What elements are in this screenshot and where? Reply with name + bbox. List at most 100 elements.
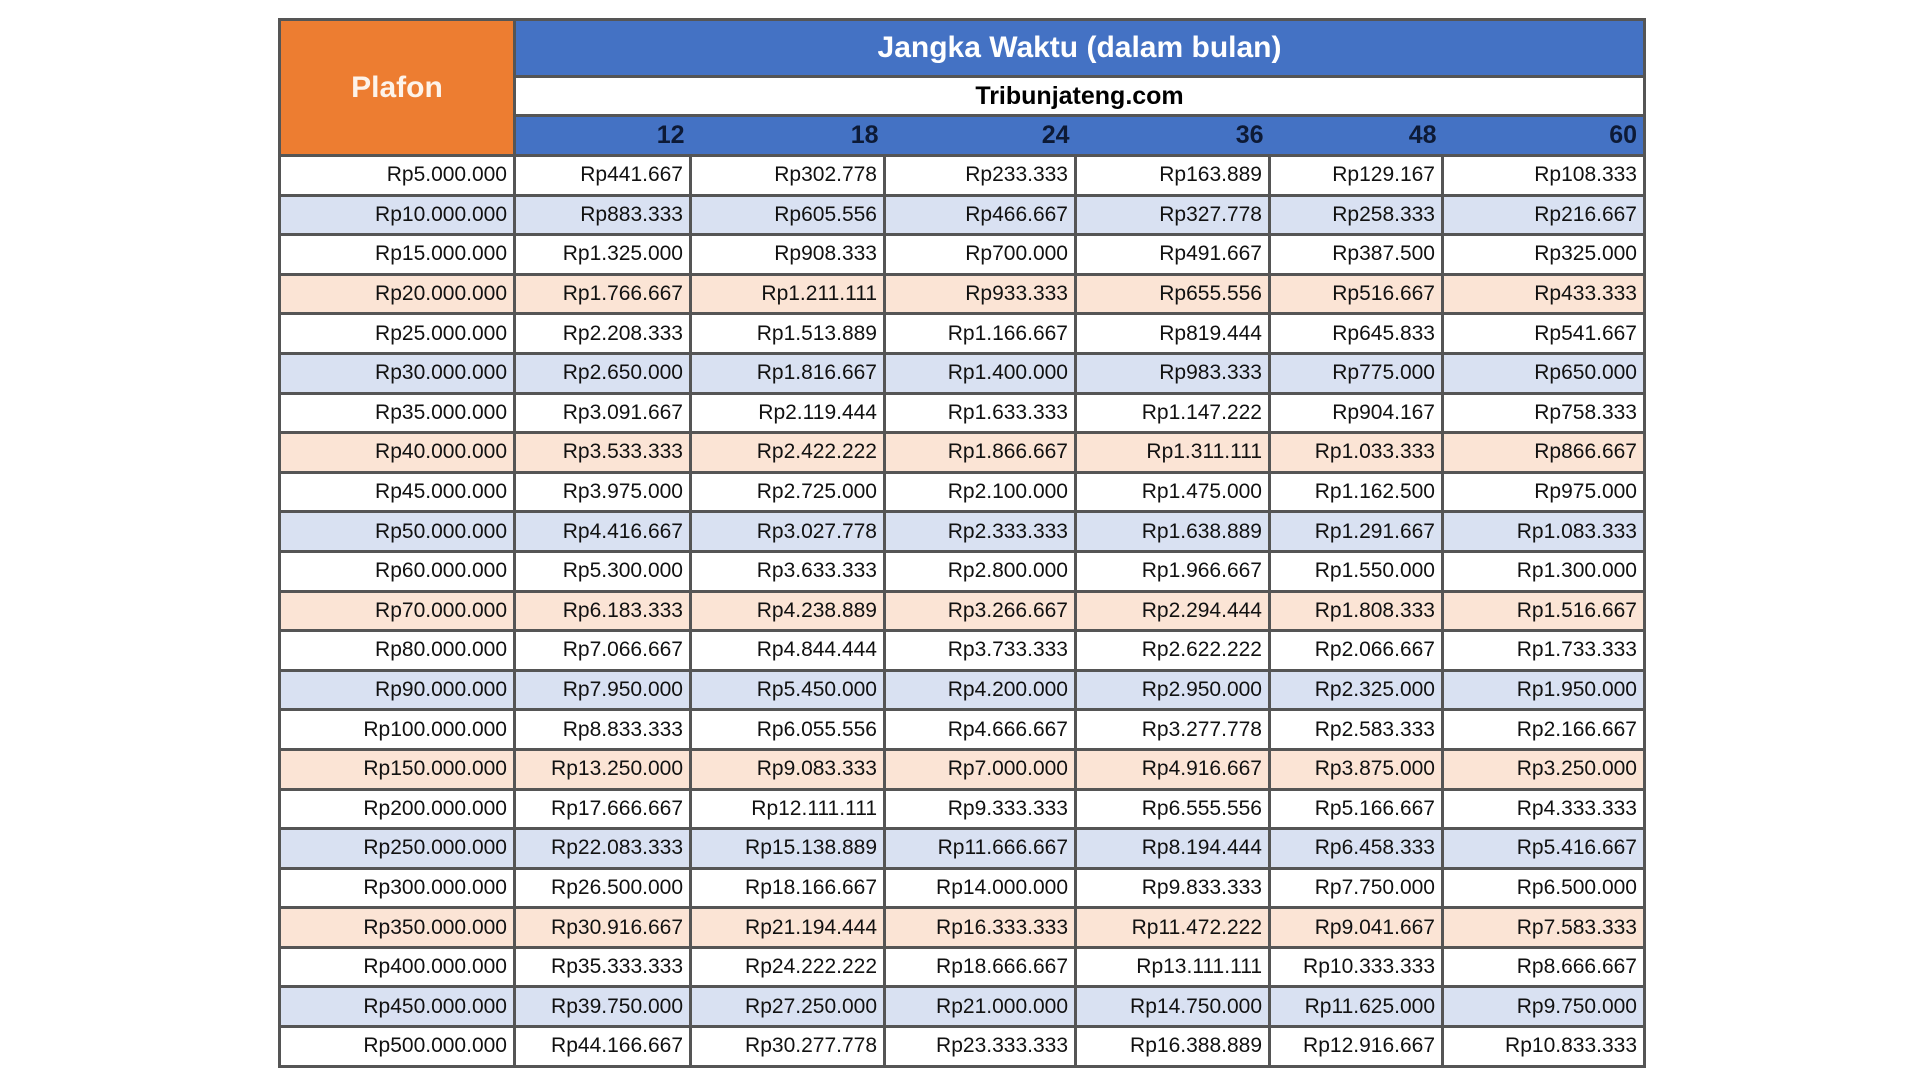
installment-cell-18: Rp2.119.444	[689, 391, 886, 435]
installment-cell-60: Rp1.300.000	[1441, 549, 1646, 593]
plafon-cell: Rp20.000.000	[278, 272, 516, 316]
installment-cell-24: Rp1.633.333	[883, 391, 1077, 435]
installment-cell-36: Rp1.311.111	[1074, 431, 1271, 474]
installment-cell-60: Rp5.416.667	[1441, 827, 1646, 870]
installment-cell-18: Rp4.844.444	[689, 629, 886, 672]
term-title-header: Jangka Waktu (dalam bulan)	[513, 18, 1646, 78]
installment-cell-24: Rp700.000	[883, 233, 1077, 276]
installment-cell-36: Rp14.750.000	[1074, 985, 1271, 1029]
plafon-cell: Rp15.000.000	[278, 233, 516, 276]
installment-cell-36: Rp11.472.222	[1074, 906, 1271, 949]
installment-cell-48: Rp1.808.333	[1268, 589, 1444, 633]
installment-cell-36: Rp6.555.556	[1074, 787, 1271, 831]
installment-cell-18: Rp12.111.111	[689, 787, 886, 831]
installment-cell-24: Rp14.000.000	[883, 866, 1077, 910]
plafon-header: Plafon	[278, 18, 516, 157]
plafon-cell: Rp200.000.000	[278, 787, 516, 831]
installment-cell-24: Rp23.333.333	[883, 1025, 1077, 1068]
installment-cell-36: Rp655.556	[1074, 272, 1271, 316]
term-header-12: 12	[514, 114, 691, 157]
installment-cell-12: Rp17.666.667	[513, 787, 692, 831]
installment-cell-18: Rp9.083.333	[689, 747, 886, 791]
installment-cell-12: Rp2.650.000	[513, 351, 692, 395]
installment-cell-18: Rp3.633.333	[689, 549, 886, 593]
installment-cell-24: Rp9.333.333	[883, 787, 1077, 831]
installment-cell-36: Rp2.294.444	[1074, 589, 1271, 633]
installment-cell-60: Rp3.250.000	[1441, 747, 1646, 791]
installment-cell-24: Rp2.800.000	[883, 549, 1077, 593]
plafon-cell: Rp90.000.000	[278, 668, 516, 712]
installment-cell-24: Rp2.100.000	[883, 470, 1077, 514]
installment-cell-36: Rp9.833.333	[1074, 866, 1271, 910]
installment-cell-48: Rp775.000	[1268, 351, 1444, 395]
installment-cell-48: Rp3.875.000	[1268, 747, 1444, 791]
installment-cell-36: Rp16.388.889	[1074, 1025, 1271, 1068]
table-row: Rp35.000.000 Rp3.091.667 Rp2.119.444 Rp1.63…	[278, 391, 1646, 435]
installment-cell-48: Rp2.583.333	[1268, 708, 1444, 751]
plafon-cell: Rp150.000.000	[278, 747, 516, 791]
installment-cell-48: Rp1.033.333	[1268, 431, 1444, 474]
term-header-60: 60	[1442, 114, 1645, 157]
installment-cell-24: Rp3.266.667	[883, 589, 1077, 633]
table-row: Rp250.000.000 Rp22.083.333 Rp15.138.889 Rp1…	[278, 827, 1646, 870]
table-row: Rp90.000.000 Rp7.950.000 Rp5.450.000 Rp4.20…	[278, 668, 1646, 712]
plafon-cell: Rp60.000.000	[278, 549, 516, 593]
installment-cell-18: Rp15.138.889	[689, 827, 886, 870]
installment-cell-18: Rp1.513.889	[689, 312, 886, 355]
installment-cell-48: Rp10.333.333	[1268, 945, 1444, 989]
installment-cell-60: Rp1.083.333	[1441, 510, 1646, 553]
table-row: Rp400.000.000 Rp35.333.333 Rp24.222.222 Rp1…	[278, 945, 1646, 989]
installment-cell-24: Rp18.666.667	[883, 945, 1077, 989]
installment-cell-12: Rp8.833.333	[513, 708, 692, 751]
installment-cell-60: Rp650.000	[1441, 351, 1646, 395]
installment-cell-24: Rp4.200.000	[883, 668, 1077, 712]
installment-cell-48: Rp1.550.000	[1268, 549, 1444, 593]
installment-cell-12: Rp3.091.667	[513, 391, 692, 435]
installment-cell-36: Rp1.147.222	[1074, 391, 1271, 435]
installment-cell-36: Rp819.444	[1074, 312, 1271, 355]
installment-cell-12: Rp39.750.000	[513, 985, 692, 1029]
plafon-cell: Rp45.000.000	[278, 470, 516, 514]
table-row: Rp200.000.000 Rp17.666.667 Rp12.111.111 Rp9…	[278, 787, 1646, 831]
installment-cell-24: Rp16.333.333	[883, 906, 1077, 949]
plafon-cell: Rp80.000.000	[278, 629, 516, 672]
installment-cell-48: Rp2.066.667	[1268, 629, 1444, 672]
installment-cell-18: Rp302.778	[689, 154, 886, 197]
installment-cell-60: Rp6.500.000	[1441, 866, 1646, 910]
installment-cell-60: Rp541.667	[1441, 312, 1646, 355]
table-row: Rp100.000.000 Rp8.833.333 Rp6.055.556 Rp4.6…	[278, 708, 1646, 751]
installment-cell-36: Rp8.194.444	[1074, 827, 1271, 870]
installment-cell-18: Rp24.222.222	[689, 945, 886, 989]
installment-cell-18: Rp1.816.667	[689, 351, 886, 395]
plafon-cell: Rp5.000.000	[278, 154, 516, 197]
term-header-18: 18	[690, 114, 885, 157]
table-row: Rp500.000.000 Rp44.166.667 Rp30.277.778 Rp2…	[278, 1025, 1646, 1068]
plafon-cell: Rp350.000.000	[278, 906, 516, 949]
table-row: Rp20.000.000 Rp1.766.667 Rp1.211.111 Rp933.…	[278, 272, 1646, 316]
installment-cell-48: Rp1.162.500	[1268, 470, 1444, 514]
table-row: Rp50.000.000 Rp4.416.667 Rp3.027.778 Rp2.33…	[278, 510, 1646, 553]
plafon-cell: Rp500.000.000	[278, 1025, 516, 1068]
installment-cell-24: Rp7.000.000	[883, 747, 1077, 791]
installment-cell-18: Rp5.450.000	[689, 668, 886, 712]
installment-cell-18: Rp3.027.778	[689, 510, 886, 553]
installment-cell-12: Rp30.916.667	[513, 906, 692, 949]
installment-cell-60: Rp4.333.333	[1441, 787, 1646, 831]
table-row: Rp5.000.000 Rp441.667 Rp302.778 Rp233.333 Rp…	[278, 154, 1646, 197]
installment-cell-48: Rp7.750.000	[1268, 866, 1444, 910]
installment-cell-60: Rp758.333	[1441, 391, 1646, 435]
installment-cell-60: Rp866.667	[1441, 431, 1646, 474]
installment-cell-48: Rp387.500	[1268, 233, 1444, 276]
table-row: Rp10.000.000 Rp883.333 Rp605.556 Rp466.667 R…	[278, 193, 1646, 237]
installment-cell-60: Rp108.333	[1441, 154, 1646, 197]
installment-cell-12: Rp1.325.000	[513, 233, 692, 276]
installment-cell-36: Rp1.638.889	[1074, 510, 1271, 553]
installment-cell-60: Rp975.000	[1441, 470, 1646, 514]
installment-cell-24: Rp4.666.667	[883, 708, 1077, 751]
plafon-cell: Rp100.000.000	[278, 708, 516, 751]
table-row: Rp60.000.000 Rp5.300.000 Rp3.633.333 Rp2.80…	[278, 549, 1646, 593]
installment-cell-36: Rp163.889	[1074, 154, 1271, 197]
installment-cell-12: Rp26.500.000	[513, 866, 692, 910]
table-row: Rp70.000.000 Rp6.183.333 Rp4.238.889 Rp3.26…	[278, 589, 1646, 633]
installment-cell-36: Rp1.966.667	[1074, 549, 1271, 593]
